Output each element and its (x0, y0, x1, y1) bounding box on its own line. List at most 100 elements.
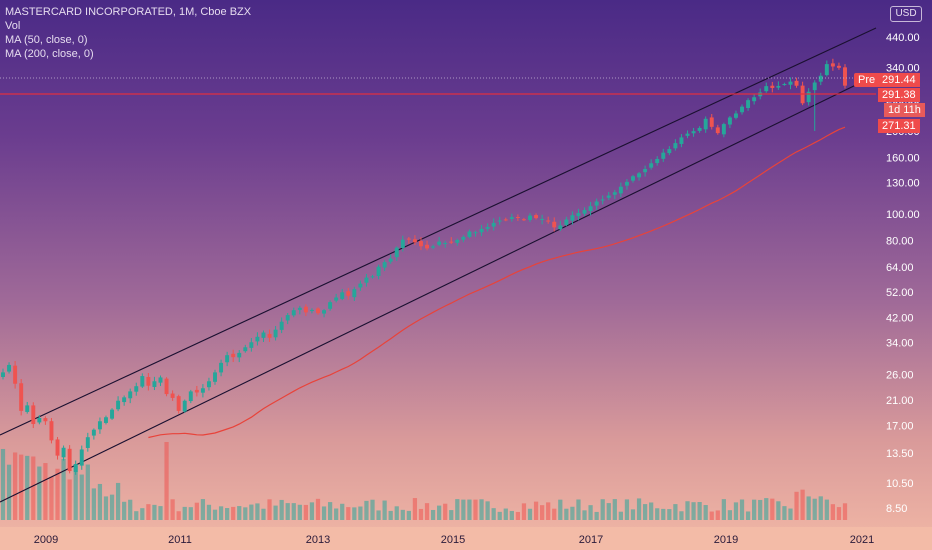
volume-bar (134, 511, 139, 520)
volume-bar (249, 504, 254, 520)
volume-bar (6, 464, 12, 520)
price-tick-label: 160.00 (886, 153, 920, 165)
candle-body (540, 218, 545, 220)
candle-body (455, 239, 460, 243)
indicator-ma200[interactable]: MA (200, close, 0) (5, 48, 94, 60)
candle-body (534, 215, 539, 219)
price-lines (0, 77, 876, 95)
candle-body (13, 365, 18, 384)
time-tick-label: 2017 (579, 534, 603, 546)
candle-body (461, 236, 466, 240)
volume-bar (794, 491, 799, 520)
volume-bar (152, 504, 157, 520)
candle-body (582, 210, 587, 214)
volume-bar (527, 508, 533, 520)
candle-body (176, 396, 181, 411)
candle-body (649, 163, 654, 168)
candle-body (727, 117, 732, 125)
candle-body (97, 421, 102, 430)
volume-bar (206, 504, 212, 520)
volume-bar (176, 511, 181, 520)
candle-body (255, 336, 260, 342)
volume-bar (200, 499, 206, 520)
volume-bar (279, 499, 284, 520)
candle-body (558, 225, 563, 230)
candle-body (67, 448, 72, 472)
candle-body (122, 397, 127, 403)
candle-body (158, 377, 163, 383)
volume-bar (225, 508, 230, 520)
volume-bar (146, 504, 151, 520)
price-tick-label: 17.00 (886, 420, 914, 432)
indicator-volume[interactable]: Vol (5, 20, 21, 32)
last-price-tag: 291.38 (878, 88, 920, 102)
volume-bar (697, 502, 702, 520)
volume-bar (606, 503, 611, 520)
candle-body (600, 199, 605, 201)
price-tick-label: 21.00 (886, 395, 914, 407)
volume-bar (655, 508, 660, 520)
indicator-ma50[interactable]: MA (50, close, 0) (5, 34, 88, 46)
volume-bar (0, 448, 6, 520)
volume-bar (382, 500, 387, 520)
volume-bar (836, 507, 842, 520)
price-tick-label: 440.00 (886, 32, 920, 44)
candle-body (388, 258, 393, 262)
volume-bar (182, 506, 187, 520)
volume-bar (709, 511, 714, 520)
candle-body (346, 291, 351, 296)
volume-bar (812, 498, 817, 520)
volume-bar (164, 442, 169, 520)
channel-upper-line (0, 27, 877, 436)
candle-body (740, 106, 744, 113)
candle-body (412, 239, 417, 243)
candle-body (503, 219, 508, 221)
volume-bar (449, 510, 454, 520)
volume-bar (830, 504, 836, 520)
candle-body (473, 232, 478, 234)
volume-bar (636, 498, 642, 520)
candle-body (752, 97, 757, 102)
time-tick-label: 2021 (850, 534, 874, 546)
candle-body (467, 231, 472, 237)
candle-body (231, 353, 236, 358)
volume-bar (109, 494, 115, 520)
candle-body (152, 381, 157, 387)
candles (1, 58, 847, 475)
candle-body (37, 417, 42, 423)
volume-bar (455, 499, 460, 520)
currency-button[interactable]: USD (890, 6, 922, 22)
candle-body (309, 309, 314, 312)
moving-average-line (148, 126, 846, 439)
volume-bar (758, 499, 763, 520)
bar-countdown-tag: 1d 11h (884, 103, 925, 117)
volume-bar (430, 509, 436, 520)
candle-body (509, 217, 514, 219)
candle-body (104, 417, 108, 423)
candle-body (116, 400, 121, 410)
volume-bar (394, 506, 399, 520)
volume-bar (600, 499, 605, 520)
volume-bar (358, 506, 363, 520)
candle-body (824, 64, 829, 76)
time-axis[interactable]: 2009 2011 2013 2015 2017 2019 2021 (0, 527, 932, 550)
volume-bar (479, 499, 484, 520)
volume-bar (685, 501, 690, 520)
candle-body (679, 137, 684, 144)
candle-body (655, 158, 660, 164)
volume-bar (649, 502, 654, 520)
channel-lower-line (0, 81, 863, 503)
symbol-title[interactable]: MASTERCARD INCORPORATED, 1M, Cboe BZX (5, 6, 252, 18)
candle-body (570, 215, 575, 221)
candle-body (364, 277, 369, 283)
price-tick-label: 34.00 (886, 338, 914, 350)
volume-bar (43, 463, 48, 520)
volume-bar (612, 499, 617, 520)
volume-bar (158, 506, 163, 520)
candle-body (788, 81, 793, 85)
candle-body (479, 228, 484, 233)
volume-bar (91, 488, 96, 520)
candle-body (843, 67, 847, 86)
price-tick-label: 100.00 (886, 209, 920, 221)
